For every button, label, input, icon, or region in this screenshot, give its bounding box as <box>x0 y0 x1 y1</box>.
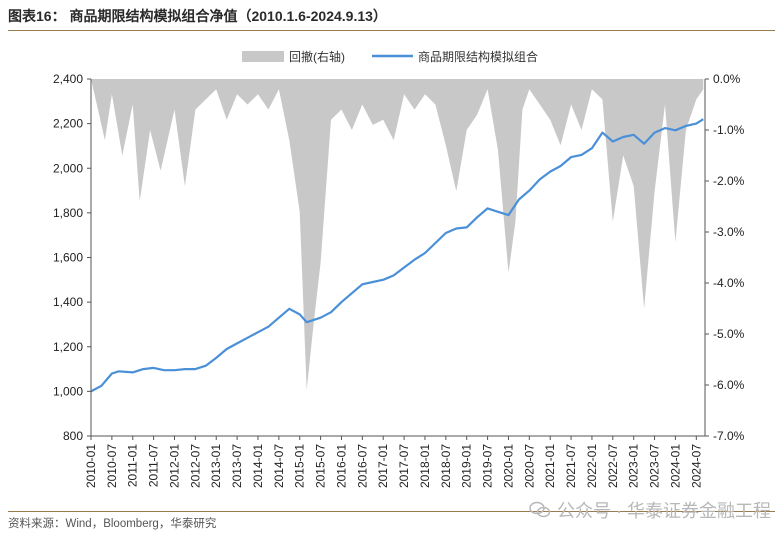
source-note: 资料来源：Wind，Bloomberg，华泰研究 <box>8 518 217 530</box>
x-tick-label: 2018-07 <box>439 444 453 488</box>
left-axis-ticks: 800 1,000 1,200 1,400 1,600 1,800 2,000 2,200 2,… <box>53 72 91 443</box>
left-tick-label: 1,800 <box>53 206 83 220</box>
legend-swatch-drawdown <box>242 51 284 62</box>
x-tick-label: 2010-07 <box>105 444 119 488</box>
x-tick-label: 2014-07 <box>272 444 286 488</box>
x-tick-label: 2021-07 <box>564 444 578 488</box>
right-tick-label: -2.0% <box>713 174 745 188</box>
x-tick-label: 2017-07 <box>397 444 411 488</box>
x-tick-label: 2011-07 <box>147 444 161 487</box>
x-tick-label: 2023-07 <box>648 444 662 488</box>
legend-label-nav: 商品期限结构模拟组合 <box>418 49 538 64</box>
x-tick-label: 2019-07 <box>481 444 495 488</box>
right-tick-label: -6.0% <box>713 378 745 392</box>
right-tick-label: -3.0% <box>713 225 745 239</box>
chart-canvas: 回撤(右轴) 商品期限结构模拟组合 800 1,000 1,200 1,400 1,60… <box>53 49 745 488</box>
x-tick-label: 2010-01 <box>84 444 98 488</box>
x-tick-label: 2024-07 <box>689 444 703 488</box>
drawdown-area <box>91 79 704 391</box>
nav-line <box>90 118 704 393</box>
x-tick-label: 2015-01 <box>293 444 307 488</box>
x-tick-label: 2011-01 <box>126 444 140 487</box>
left-tick-label: 2,200 <box>53 117 83 131</box>
legend: 回撤(右轴) 商品期限结构模拟组合 <box>242 49 538 64</box>
x-tick-label: 2019-01 <box>460 444 474 488</box>
x-tick-label: 2020-07 <box>522 444 536 488</box>
wechat-icon <box>529 501 551 518</box>
x-tick-label: 2013-01 <box>209 444 223 488</box>
x-tick-label: 2015-07 <box>314 444 328 488</box>
x-tick-label: 2012-07 <box>188 444 202 488</box>
left-tick-label: 1,600 <box>53 251 83 265</box>
x-tick-label: 2020-01 <box>502 444 516 488</box>
title-divider <box>8 30 775 31</box>
watermark-text: 公众号 · 华泰证券金融工程 <box>557 501 771 521</box>
x-tick-label: 2024-01 <box>668 444 682 488</box>
right-tick-label: -4.0% <box>713 276 745 290</box>
x-tick-label: 2012-01 <box>168 444 182 488</box>
footer-divider <box>8 511 775 512</box>
chart-title: 图表16： 商品期限结构模拟组合净值（2010.1.6-2024.9.13） <box>8 8 387 24</box>
left-tick-label: 800 <box>63 429 83 443</box>
right-axis-ticks: 0.0% -1.0% -2.0% -3.0% -4.0% -5.0% -6.0% -7.0% <box>705 72 745 443</box>
x-tick-label: 2021-01 <box>543 444 557 488</box>
right-tick-label: 0.0% <box>713 72 741 86</box>
right-tick-label: -7.0% <box>713 429 745 443</box>
watermark: 公众号 · 华泰证券金融工程 <box>529 497 771 523</box>
x-tick-label: 2017-01 <box>376 444 390 488</box>
x-tick-label: 2018-01 <box>418 444 432 488</box>
x-tick-label: 2016-01 <box>335 444 349 488</box>
right-tick-label: -1.0% <box>713 123 745 137</box>
right-tick-label: -5.0% <box>713 327 745 341</box>
left-tick-label: 1,000 <box>53 384 83 398</box>
left-tick-label: 1,200 <box>53 340 83 354</box>
left-tick-label: 2,000 <box>53 161 83 175</box>
x-tick-label: 2016-07 <box>355 444 369 488</box>
left-tick-label: 1,400 <box>53 295 83 309</box>
x-tick-label: 2023-01 <box>627 444 641 488</box>
drawdown-area-layer <box>91 79 704 391</box>
x-tick-label: 2013-07 <box>230 444 244 488</box>
legend-label-drawdown: 回撤(右轴) <box>289 49 345 64</box>
nav-line-layer <box>90 118 704 393</box>
x-axis-ticks: 2010-01 2010-07 2011-01 2011-07 2012-01 2012-… <box>84 436 703 488</box>
x-tick-label: 2014-01 <box>251 444 265 488</box>
x-tick-label: 2022-07 <box>606 444 620 488</box>
left-tick-label: 2,400 <box>53 72 83 86</box>
x-tick-label: 2022-01 <box>585 444 599 488</box>
